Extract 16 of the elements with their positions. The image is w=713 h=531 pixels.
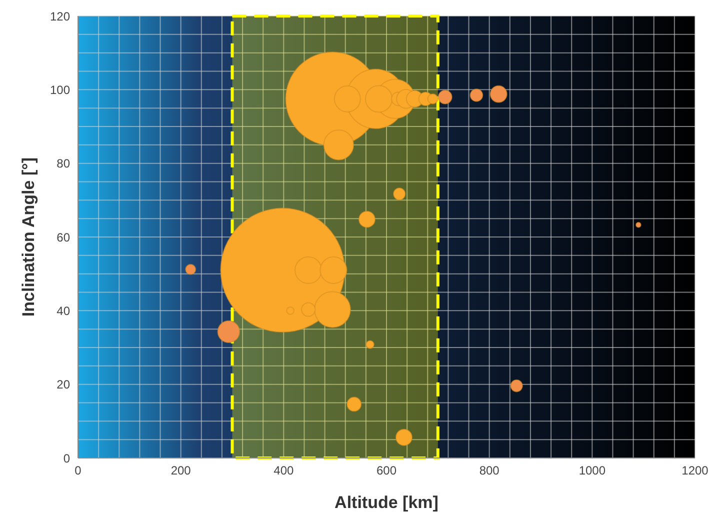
x-axis-title: Altitude [km] xyxy=(334,493,438,512)
y-tick-label: 120 xyxy=(50,9,70,24)
y-tick-label: 60 xyxy=(56,230,70,244)
x-tick-label: 0 xyxy=(74,464,82,478)
y-axis-title: Inclination Angle [°] xyxy=(19,157,38,317)
y-tick-label: 40 xyxy=(56,304,70,318)
y-tick-label: 100 xyxy=(50,82,70,97)
y-tick-label: 0 xyxy=(63,451,70,466)
x-tick-label: 600 xyxy=(376,464,397,478)
x-tick-label: 800 xyxy=(479,464,500,478)
y-tick-label: 20 xyxy=(56,378,70,392)
x-tick-label: 200 xyxy=(170,464,192,478)
x-tick-label: 1000 xyxy=(578,464,606,478)
x-tick-label: 400 xyxy=(274,464,294,478)
x-tick-label: 1200 xyxy=(682,464,709,478)
y-tick-label: 80 xyxy=(56,156,70,171)
